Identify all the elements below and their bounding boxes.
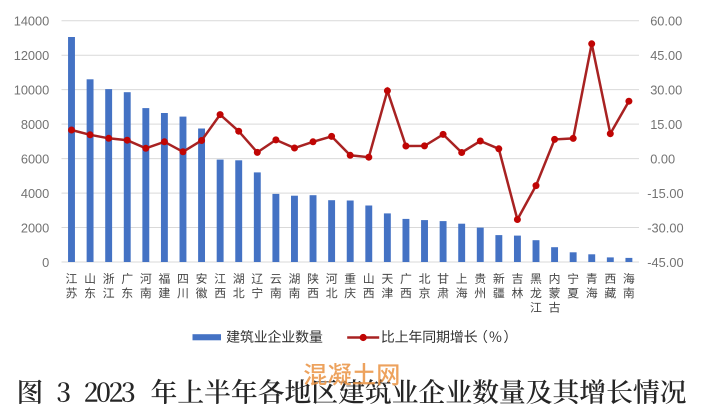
svg-text:60.00: 60.00 [650, 14, 682, 29]
svg-text:45.00: 45.00 [650, 48, 682, 63]
svg-text:14000: 14000 [14, 14, 50, 29]
svg-text:10000: 10000 [14, 83, 50, 98]
svg-text:0: 0 [42, 255, 49, 270]
svg-text:6000: 6000 [21, 152, 49, 167]
svg-text:12000: 12000 [14, 48, 50, 63]
svg-text:0.00: 0.00 [650, 152, 675, 167]
svg-text:-45.00: -45.00 [647, 255, 683, 270]
svg-text:30.00: 30.00 [650, 83, 682, 98]
svg-text:-15.00: -15.00 [647, 186, 683, 201]
svg-text:15.00: 15.00 [650, 117, 682, 132]
svg-text:2000: 2000 [21, 221, 49, 236]
svg-text:-30.00: -30.00 [647, 221, 683, 236]
svg-text:4000: 4000 [21, 186, 49, 201]
svg-text:8000: 8000 [21, 117, 49, 132]
